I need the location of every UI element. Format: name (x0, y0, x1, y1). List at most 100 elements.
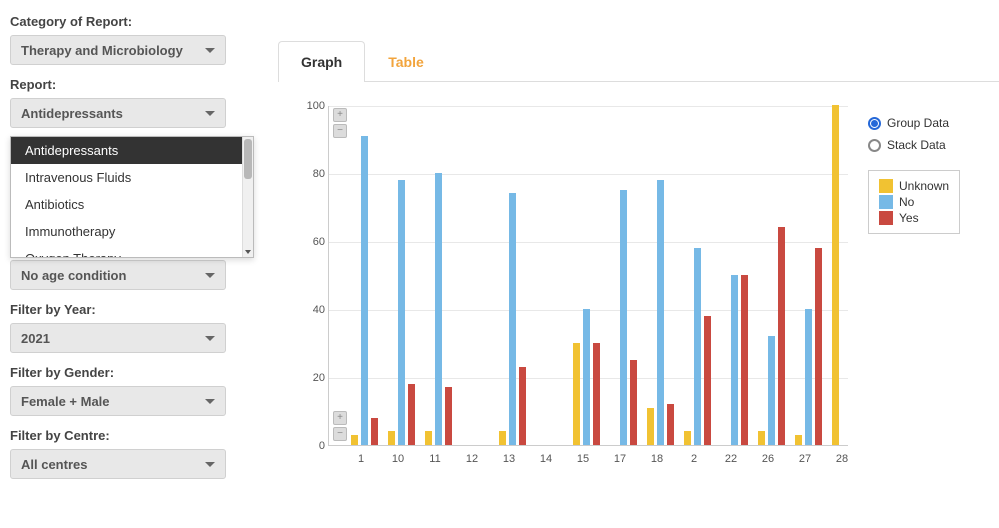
main-content: Graph Table + − + − 02040608010011011121… (248, 0, 999, 528)
bar-no[interactable] (361, 136, 368, 445)
report-value: Antidepressants (21, 106, 123, 121)
radio-group-data[interactable]: Group Data (868, 116, 960, 130)
bar-no[interactable] (583, 309, 590, 445)
bar-unknown[interactable] (351, 435, 358, 445)
bar-yes[interactable] (815, 248, 822, 445)
chart-area: + − + − 02040608010011011121314151718222… (278, 106, 978, 486)
x-tick-label: 14 (540, 453, 552, 465)
y-tick-label: 0 (299, 440, 325, 452)
report-dropdown-list: AntidepressantsIntravenous FluidsAntibio… (10, 136, 254, 258)
x-tick-label: 2 (691, 453, 697, 465)
zoom-in-y-button[interactable]: + (333, 108, 347, 122)
category-value: Therapy and Microbiology (21, 43, 183, 58)
chart-plot: + − + − 02040608010011011121314151718222… (328, 106, 848, 446)
report-dropdown[interactable]: Antidepressants (10, 98, 226, 128)
legend-item-no[interactable]: No (879, 195, 949, 209)
y-tick-label: 80 (299, 168, 325, 180)
bar-no[interactable] (435, 173, 442, 445)
bar-no[interactable] (509, 193, 516, 445)
report-label: Report: (10, 77, 238, 92)
bar-yes[interactable] (704, 316, 711, 445)
report-option[interactable]: Oxygen Therapy (11, 245, 253, 257)
bar-unknown[interactable] (758, 431, 765, 445)
bar-yes[interactable] (519, 367, 526, 445)
y-tick-label: 20 (299, 372, 325, 384)
zoom-out-y-button[interactable]: − (333, 124, 347, 138)
report-option[interactable]: Intravenous Fluids (11, 164, 253, 191)
chevron-down-icon (205, 48, 215, 53)
chevron-down-icon (205, 336, 215, 341)
chevron-down-icon (205, 111, 215, 116)
bar-unknown[interactable] (388, 431, 395, 445)
zoom-out-x-button[interactable]: − (333, 427, 347, 441)
tab-graph[interactable]: Graph (278, 41, 365, 82)
y-tick-label: 40 (299, 304, 325, 316)
bar-unknown[interactable] (684, 431, 691, 445)
bar-unknown[interactable] (499, 431, 506, 445)
chart-controls: Group Data Stack Data Unknown No Yes (868, 116, 960, 234)
bar-no[interactable] (805, 309, 812, 445)
bar-no[interactable] (398, 180, 405, 445)
legend-item-unknown[interactable]: Unknown (879, 179, 949, 193)
radio-group-label: Group Data (887, 116, 949, 130)
age-dropdown[interactable]: No age condition (10, 260, 226, 290)
gender-label: Filter by Gender: (10, 365, 238, 380)
bar-no[interactable] (731, 275, 738, 445)
report-option[interactable]: Antibiotics (11, 191, 253, 218)
scrollbar-track[interactable] (242, 137, 253, 257)
bar-unknown[interactable] (832, 105, 839, 445)
report-dropdown-scroll: AntidepressantsIntravenous FluidsAntibio… (11, 137, 253, 257)
bar-yes[interactable] (741, 275, 748, 445)
report-option[interactable]: Antidepressants (11, 137, 253, 164)
y-tick-label: 60 (299, 236, 325, 248)
bar-yes[interactable] (593, 343, 600, 445)
x-tick-label: 18 (651, 453, 663, 465)
bar-unknown[interactable] (573, 343, 580, 445)
tab-table[interactable]: Table (365, 41, 447, 82)
x-tick-label: 13 (503, 453, 515, 465)
legend-item-yes[interactable]: Yes (879, 211, 949, 225)
radio-stack-data[interactable]: Stack Data (868, 138, 960, 152)
year-value: 2021 (21, 331, 50, 346)
bar-unknown[interactable] (647, 408, 654, 445)
year-dropdown[interactable]: 2021 (10, 323, 226, 353)
zoom-in-x-button[interactable]: + (333, 411, 347, 425)
chevron-down-icon (205, 399, 215, 404)
category-dropdown[interactable]: Therapy and Microbiology (10, 35, 226, 65)
bar-unknown[interactable] (795, 435, 802, 445)
year-label: Filter by Year: (10, 302, 238, 317)
bar-unknown[interactable] (425, 431, 432, 445)
x-tick-label: 1 (358, 453, 364, 465)
bar-no[interactable] (657, 180, 664, 445)
age-value: No age condition (21, 268, 126, 283)
x-tick-label: 17 (614, 453, 626, 465)
bar-yes[interactable] (445, 387, 452, 445)
x-tick-label: 11 (429, 453, 440, 465)
bar-no[interactable] (620, 190, 627, 445)
swatch-icon (879, 211, 893, 225)
bar-yes[interactable] (408, 384, 415, 445)
bar-yes[interactable] (667, 404, 674, 445)
gender-dropdown[interactable]: Female + Male (10, 386, 226, 416)
bar-no[interactable] (768, 336, 775, 445)
x-tick-label: 26 (762, 453, 774, 465)
bar-no[interactable] (694, 248, 701, 445)
scrollbar-thumb[interactable] (244, 139, 252, 179)
bar-yes[interactable] (778, 227, 785, 445)
report-option[interactable]: Immunotherapy (11, 218, 253, 245)
swatch-icon (879, 179, 893, 193)
centre-dropdown[interactable]: All centres (10, 449, 226, 479)
x-tick-label: 28 (836, 453, 848, 465)
gridline (329, 242, 848, 243)
bar-yes[interactable] (630, 360, 637, 445)
x-tick-label: 27 (799, 453, 811, 465)
gender-value: Female + Male (21, 394, 110, 409)
zoom-x-controls: + − (333, 411, 347, 441)
zoom-y-controls: + − (333, 108, 347, 138)
scrollbar-down-icon[interactable] (242, 246, 253, 257)
x-tick-label: 10 (392, 453, 404, 465)
x-tick-label: 12 (466, 453, 478, 465)
bar-yes[interactable] (371, 418, 378, 445)
radio-icon (868, 139, 881, 152)
x-tick-label: 22 (725, 453, 737, 465)
